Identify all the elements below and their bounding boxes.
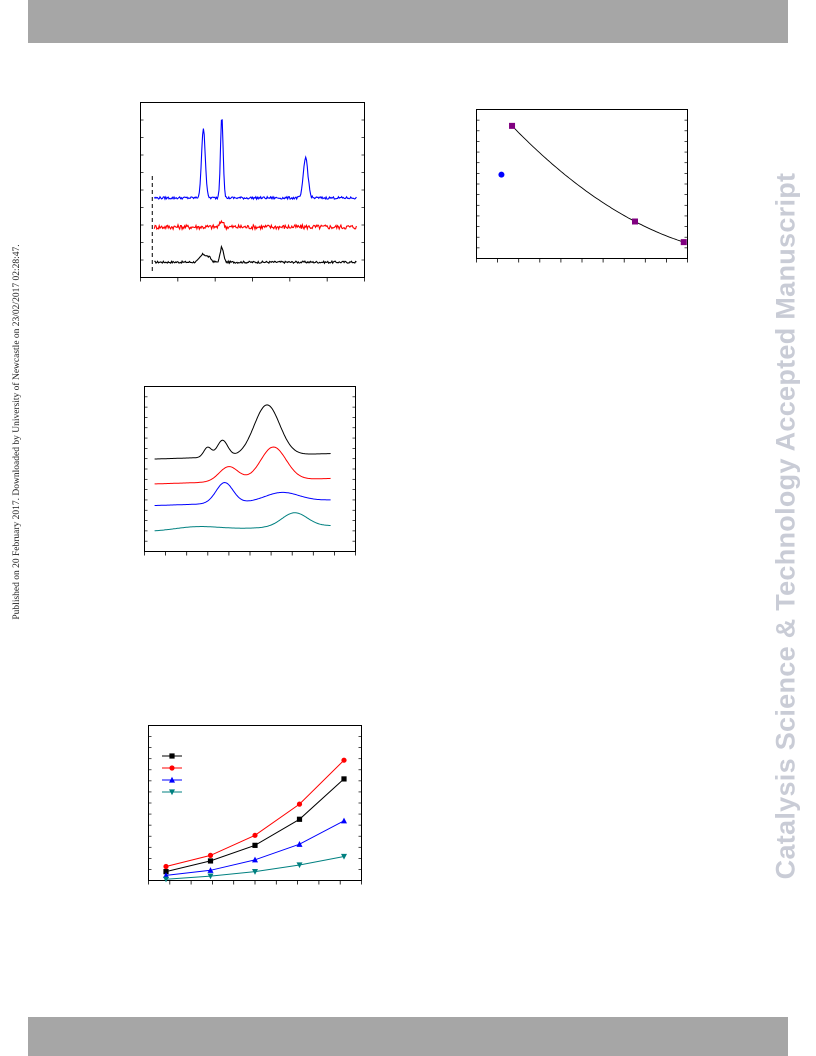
chart-scatter-fit — [476, 109, 688, 263]
data-point-triangle-down — [252, 869, 258, 875]
data-point-triangle-up — [169, 776, 175, 783]
fit-curve — [511, 125, 684, 243]
data-point-square — [509, 122, 516, 129]
data-point-triangle-down — [296, 862, 303, 869]
chart-rate-series — [148, 725, 362, 885]
data-point-triangle-up — [207, 867, 214, 873]
data-point-triangle-up — [252, 856, 258, 863]
series-line-2 — [165, 820, 345, 876]
data-point-square — [341, 776, 347, 782]
data-point-triangle-up — [163, 872, 169, 879]
publication-note-text: Published on 20 February 2017. Downloade… — [12, 244, 22, 620]
plot-frame — [476, 109, 688, 259]
header-bar — [28, 0, 788, 43]
series-line-3 — [154, 512, 331, 532]
data-point-circle — [252, 832, 258, 838]
data-point-circle — [296, 801, 303, 807]
series-line-0 — [154, 404, 331, 460]
data-point-triangle-down — [163, 876, 169, 883]
series-line-1 — [154, 446, 331, 485]
plot-frame — [144, 386, 356, 552]
data-point-triangle-down — [341, 853, 347, 860]
watermark-text: Catalysis Science & Technology Accepted … — [770, 172, 801, 880]
data-point-circle — [163, 863, 169, 870]
data-point-triangle-up — [296, 841, 303, 847]
chart-xrd — [140, 102, 365, 282]
data-point-circle — [169, 765, 175, 771]
data-point-square — [632, 218, 638, 225]
data-point-square — [169, 753, 175, 759]
plot-frame — [140, 102, 365, 278]
footer-bar — [28, 1017, 788, 1056]
data-point-triangle-down — [207, 873, 214, 880]
series-line-1 — [165, 759, 345, 867]
data-point-circle — [207, 852, 214, 858]
series-line-2 — [154, 481, 331, 506]
series-line-2 — [153, 119, 357, 201]
data-point-square — [296, 816, 303, 822]
series-line-1 — [153, 219, 357, 232]
data-point-square — [252, 842, 258, 848]
data-point-circle — [498, 171, 505, 178]
data-point-square — [163, 869, 169, 875]
data-point-circle — [341, 757, 347, 763]
data-point-triangle-up — [341, 817, 347, 824]
series-line-0 — [154, 244, 357, 265]
data-point-triangle-down — [169, 789, 175, 796]
data-point-square — [207, 858, 214, 864]
data-point-square — [680, 239, 687, 246]
chart-tpr — [144, 386, 356, 556]
